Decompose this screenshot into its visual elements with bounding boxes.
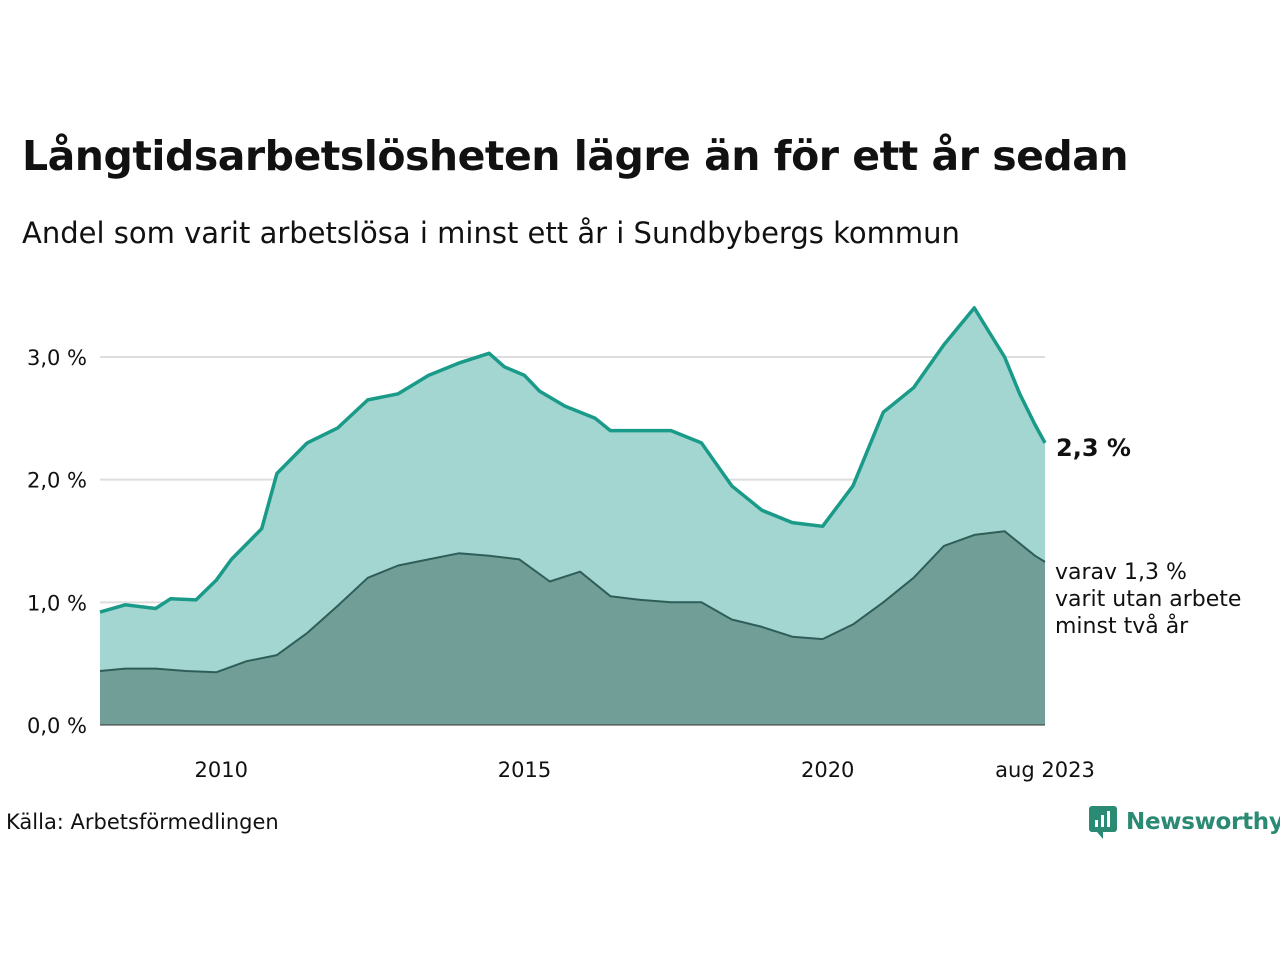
newsworthy-logo: Newsworthy [1088,804,1280,840]
area-chart: 0,0 % 1,0 % 2,0 % 3,0 % 2010 2015 2020 aug 202… [27,306,1241,782]
x-tick-label: aug 2023 [995,758,1095,782]
y-tick-label: 1,0 % [27,591,87,615]
y-axis-tick-labels: 0,0 % 1,0 % 2,0 % 3,0 % [27,346,87,738]
x-tick-label: 2020 [801,758,854,782]
x-tick-label: 2015 [498,758,551,782]
main-series-end-label: 2,3 % [1056,434,1131,462]
sub-series-line [99,530,1046,674]
y-tick-label: 3,0 % [27,346,87,370]
x-tick-label: 2010 [195,758,248,782]
sub-series-end-label-line-1: varav 1,3 % [1055,560,1187,585]
newsworthy-logo-text: Newsworthy [1126,809,1280,835]
x-axis-tick-labels: 2010 2015 2020 aug 2023 [195,758,1095,782]
y-tick-label: 2,0 % [27,469,87,493]
y-tick-label: 0,0 % [27,714,87,738]
chart-title: Långtidsarbetslösheten lägre än för ett … [22,132,1129,180]
source-note: Källa: Arbetsförmedlingen [6,810,279,834]
sub-series-area [100,531,1045,725]
sub-series-end-label-line-2: varit utan arbete [1055,587,1241,612]
newsworthy-chat-chart-icon [1089,806,1117,839]
series-lines [99,306,1047,674]
chart-subtitle: Andel som varit arbetslösa i minst ett å… [22,216,960,250]
main-series-line [99,306,1047,614]
sub-series-end-label-line-3: minst två år [1055,613,1189,639]
series-areas [100,307,1045,725]
end-labels: 2,3 % varav 1,3 % varit utan arbete mins… [1055,434,1241,639]
